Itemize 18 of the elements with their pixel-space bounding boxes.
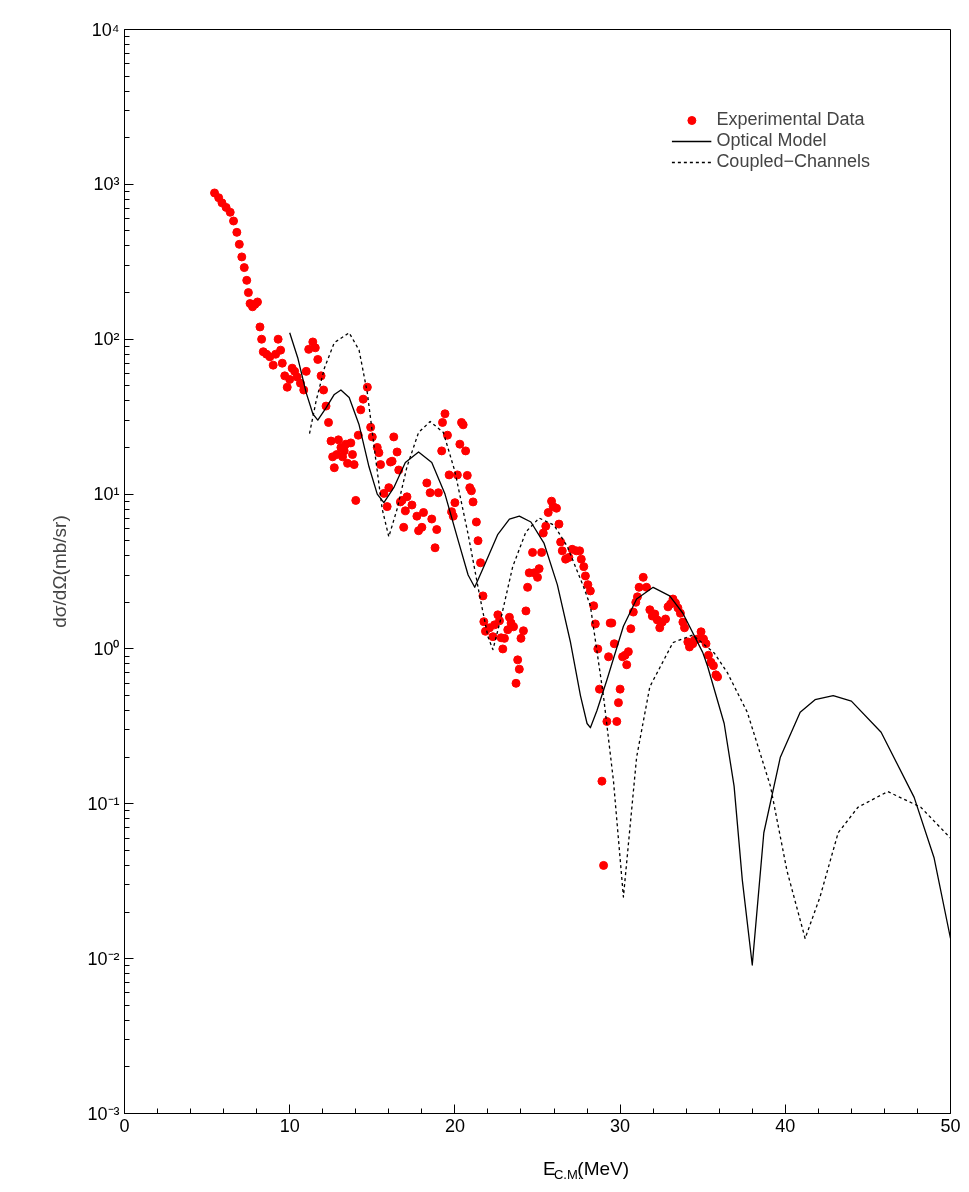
x-tick-label: 40 bbox=[775, 1115, 796, 1136]
x-tick-label: 20 bbox=[444, 1115, 465, 1136]
y-tick-label: 10⁰ bbox=[93, 638, 120, 659]
legend-label: Optical Model bbox=[716, 130, 827, 151]
x-tick-label: 30 bbox=[610, 1115, 631, 1136]
legend-label: Experimental Data bbox=[716, 109, 865, 130]
y-tick-label: 10² bbox=[93, 329, 120, 350]
x-tick-label: 50 bbox=[940, 1115, 961, 1136]
y-tick-label: 10⁻² bbox=[87, 948, 120, 969]
legend-label: Coupled−Channels bbox=[716, 151, 870, 172]
y-tick-label: 10³ bbox=[93, 174, 120, 195]
y-tick-label: 10¹ bbox=[93, 484, 120, 505]
x-tick-label: 0 bbox=[119, 1115, 130, 1136]
y-tick-label: 10⁻¹ bbox=[87, 793, 120, 814]
y-tick-label: 10⁴ bbox=[91, 19, 120, 40]
y-tick-label: 10⁻³ bbox=[87, 1103, 120, 1124]
x-tick-label: 10 bbox=[279, 1115, 300, 1136]
y-axis-title: dσ/dΩ(mb/sr) bbox=[49, 515, 71, 628]
